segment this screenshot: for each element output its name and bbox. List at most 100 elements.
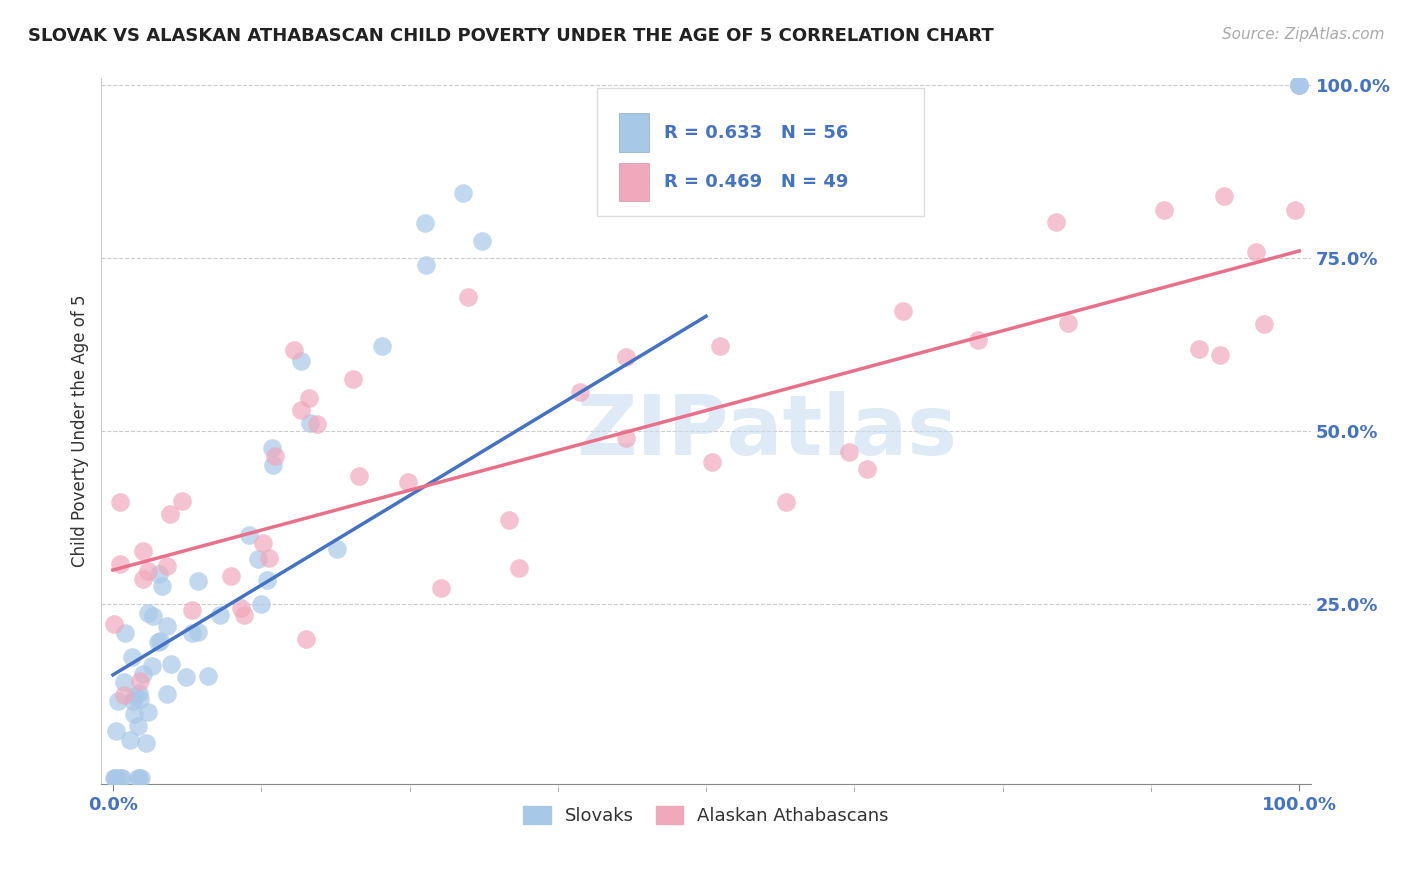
Point xyxy=(141,658,163,673)
Point xyxy=(307,417,329,432)
Point xyxy=(128,686,150,700)
Point xyxy=(1288,78,1310,92)
Point xyxy=(174,670,197,684)
Point xyxy=(104,724,127,739)
Point xyxy=(247,552,270,566)
Point xyxy=(127,719,149,733)
Point xyxy=(180,603,202,617)
Point xyxy=(122,694,145,708)
Point xyxy=(396,475,419,490)
Point xyxy=(1153,203,1175,218)
Point xyxy=(187,625,209,640)
Point xyxy=(430,581,453,595)
Point xyxy=(208,608,231,623)
Point xyxy=(118,732,141,747)
Point xyxy=(112,688,135,702)
Point xyxy=(107,694,129,708)
Point xyxy=(229,601,252,615)
Text: R = 0.633   N = 56: R = 0.633 N = 56 xyxy=(664,124,848,142)
Point xyxy=(219,569,242,583)
Point xyxy=(172,494,194,508)
Point xyxy=(709,339,731,353)
Point xyxy=(569,384,592,399)
Point xyxy=(262,458,284,472)
Point xyxy=(457,290,479,304)
Point xyxy=(132,572,155,586)
Text: SLOVAK VS ALASKAN ATHABASCAN CHILD POVERTY UNDER THE AGE OF 5 CORRELATION CHART: SLOVAK VS ALASKAN ATHABASCAN CHILD POVER… xyxy=(28,27,994,45)
Point xyxy=(135,736,157,750)
Point xyxy=(1045,215,1067,229)
Point xyxy=(298,392,321,406)
Point xyxy=(1212,188,1234,202)
Point xyxy=(614,432,637,446)
Point xyxy=(299,417,322,431)
Point xyxy=(1056,316,1078,330)
Point xyxy=(129,673,152,688)
Point xyxy=(132,543,155,558)
Point xyxy=(136,705,159,719)
Point xyxy=(159,508,181,522)
Point xyxy=(142,608,165,623)
Point xyxy=(262,442,284,456)
Point xyxy=(294,632,316,646)
Point xyxy=(1253,317,1275,331)
Point xyxy=(156,558,179,573)
Point xyxy=(156,619,179,633)
Point xyxy=(121,649,143,664)
Point xyxy=(187,574,209,588)
Point xyxy=(891,304,914,318)
Point xyxy=(238,528,260,542)
Point xyxy=(1284,203,1306,218)
Point xyxy=(257,550,280,565)
Point xyxy=(103,771,125,785)
Point xyxy=(111,771,134,785)
Point xyxy=(124,706,146,721)
Point xyxy=(156,687,179,701)
Point xyxy=(508,561,530,575)
Point xyxy=(249,597,271,611)
Legend: Slovaks, Alaskan Athabascans: Slovaks, Alaskan Athabascans xyxy=(523,805,889,825)
Point xyxy=(290,402,312,417)
Point xyxy=(104,771,127,785)
Point xyxy=(148,566,170,581)
Point xyxy=(233,608,256,623)
Point xyxy=(127,771,149,785)
FancyBboxPatch shape xyxy=(598,88,924,216)
Point xyxy=(326,541,349,556)
Point xyxy=(136,564,159,578)
Point xyxy=(263,449,285,463)
Point xyxy=(136,606,159,620)
Point xyxy=(283,343,305,357)
Point xyxy=(415,216,437,230)
Point xyxy=(451,186,474,200)
Text: Source: ZipAtlas.com: Source: ZipAtlas.com xyxy=(1222,27,1385,42)
Point xyxy=(371,339,394,353)
Point xyxy=(1288,78,1310,92)
Point xyxy=(129,691,152,706)
Point xyxy=(132,667,155,681)
Point xyxy=(114,625,136,640)
Point xyxy=(256,573,278,587)
Point xyxy=(349,469,371,483)
Point xyxy=(129,771,152,785)
Point xyxy=(104,771,127,785)
Point xyxy=(415,258,437,272)
Point xyxy=(148,634,170,648)
Point xyxy=(471,234,494,248)
Point xyxy=(1188,343,1211,357)
FancyBboxPatch shape xyxy=(619,113,650,152)
Point xyxy=(103,617,125,632)
Point xyxy=(702,455,724,469)
Point xyxy=(108,557,131,571)
Point xyxy=(150,579,173,593)
Point xyxy=(124,689,146,703)
Point xyxy=(110,771,132,785)
Point xyxy=(108,495,131,509)
Point xyxy=(181,626,204,640)
Point xyxy=(1244,245,1267,260)
Point xyxy=(290,354,312,368)
Point xyxy=(148,634,170,648)
Point xyxy=(342,371,364,385)
Point xyxy=(498,513,520,527)
Point xyxy=(1288,78,1310,92)
